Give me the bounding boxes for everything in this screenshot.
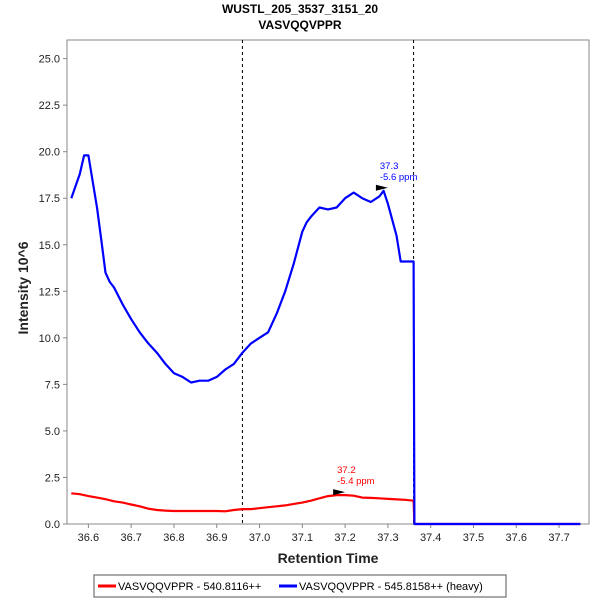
x-tick-label: 37.7 bbox=[548, 532, 569, 544]
x-tick-label: 37.3 bbox=[377, 532, 398, 544]
apex-ppm-label: -5.6 ppm bbox=[380, 172, 418, 183]
apex-ppm-label: -5.4 ppm bbox=[337, 476, 375, 487]
chart-title: WUSTL_205_3537_3151_20 bbox=[222, 2, 378, 16]
y-tick-label: 20.0 bbox=[39, 147, 60, 159]
apex-retention-label: 37.2 bbox=[337, 465, 356, 476]
plot-area bbox=[66, 39, 590, 525]
chart-subtitle: VASVQQVPPR bbox=[258, 18, 341, 32]
apex-marker bbox=[375, 184, 388, 191]
x-tick-label: 37.5 bbox=[463, 532, 484, 544]
y-tick-label: 12.5 bbox=[39, 286, 60, 298]
series-lines bbox=[70, 154, 581, 526]
x-tick-label: 37.6 bbox=[506, 532, 527, 544]
legend-label-light: VASVQQVPPR - 540.8116++ bbox=[118, 581, 261, 593]
y-tick-label: 0.0 bbox=[45, 519, 60, 531]
y-tick-label: 7.5 bbox=[45, 379, 60, 391]
x-tick-label: 36.8 bbox=[163, 532, 184, 544]
y-tick-label: 25.0 bbox=[39, 54, 60, 66]
x-tick-label: 36.7 bbox=[120, 532, 141, 544]
peak-annotations: 37.2-5.4 ppm 37.3-5.6 ppm bbox=[333, 161, 418, 496]
apex-retention-label: 37.3 bbox=[380, 161, 399, 172]
series-line-heavy bbox=[70, 154, 581, 526]
y-axis-label: Intensity 10^6 bbox=[15, 241, 31, 334]
y-tick-label: 10.0 bbox=[39, 333, 60, 345]
y-tick-label: 2.5 bbox=[45, 472, 60, 484]
x-tick-label: 37.0 bbox=[249, 532, 270, 544]
legend-label-heavy: VASVQQVPPR - 545.8158++ (heavy) bbox=[299, 581, 483, 593]
x-axis: 36.6 36.7 36.8 36.9 37.0 37.1 37.2 37.3 37.4 37.5… bbox=[78, 524, 570, 544]
y-tick-label: 17.5 bbox=[39, 193, 60, 205]
x-tick-label: 36.9 bbox=[206, 532, 227, 544]
legend: VASVQQVPPR - 540.8116++ VASVQQVPPR - 545… bbox=[93, 574, 507, 598]
x-tick-label: 37.1 bbox=[292, 532, 313, 544]
y-axis: 0.0 2.5 5.0 7.5 10.0 12.5 15.0 17.5 20.0 22.5 25.0 bbox=[39, 54, 67, 531]
x-tick-label: 36.6 bbox=[78, 532, 99, 544]
x-axis-label: Retention Time bbox=[278, 550, 379, 566]
legend-box bbox=[93, 574, 507, 598]
x-tick-label: 37.4 bbox=[420, 532, 441, 544]
y-tick-label: 5.0 bbox=[45, 426, 60, 438]
y-tick-label: 22.5 bbox=[39, 100, 60, 112]
apex-marker bbox=[333, 489, 346, 496]
y-tick-label: 15.0 bbox=[39, 240, 60, 252]
x-tick-label: 37.2 bbox=[334, 532, 355, 544]
